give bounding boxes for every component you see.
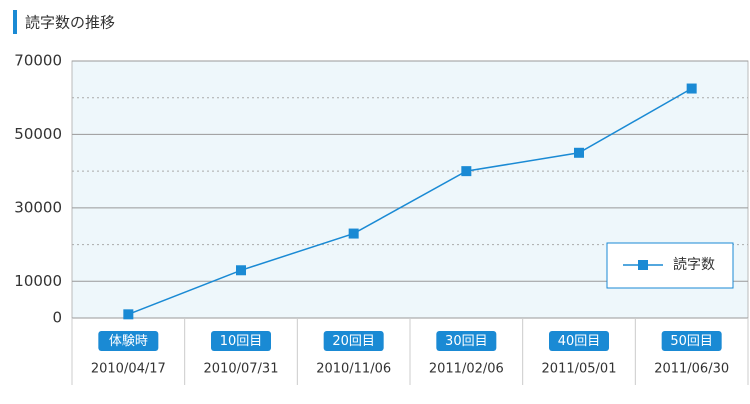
data-point [348,228,359,239]
legend-marker [638,260,648,270]
legend-label: 読字数 [673,256,715,273]
date-label: 2011/02/06 [429,362,504,377]
date-label: 2011/05/01 [542,362,617,377]
title-accent [13,10,17,34]
x-tick-label: 40回目 [558,334,601,349]
x-tick-label: 体験時 [109,334,148,349]
data-point [123,309,134,320]
x-tick-label: 50回目 [670,334,713,349]
date-label: 2011/06/30 [654,362,729,377]
x-tick-label: 10回目 [220,334,263,349]
legend-box [606,242,734,289]
y-tick-label: 70000 [14,52,62,70]
data-point [461,166,472,177]
chart-title: 読字数の推移 [25,14,115,32]
y-tick-label: 30000 [14,198,62,216]
category-badge [549,331,609,351]
data-point [236,265,246,276]
category-badge [211,331,271,351]
y-tick-label: 0 [52,309,62,327]
category-badge [661,331,722,351]
date-label: 2010/07/31 [204,362,279,377]
y-tick-label: 10000 [14,272,62,290]
date-label: 2010/04/17 [91,362,166,377]
series-line [128,87,693,316]
x-tick-label: 30回目 [445,334,488,349]
y-tick-label: 50000 [14,125,62,143]
data-point [574,147,584,158]
category-badge [98,331,159,351]
x-tick-label: 20回目 [332,334,375,349]
category-badge [436,331,497,351]
date-label: 2010/11/06 [316,362,391,377]
data-point [686,83,697,94]
category-badge [323,331,384,351]
